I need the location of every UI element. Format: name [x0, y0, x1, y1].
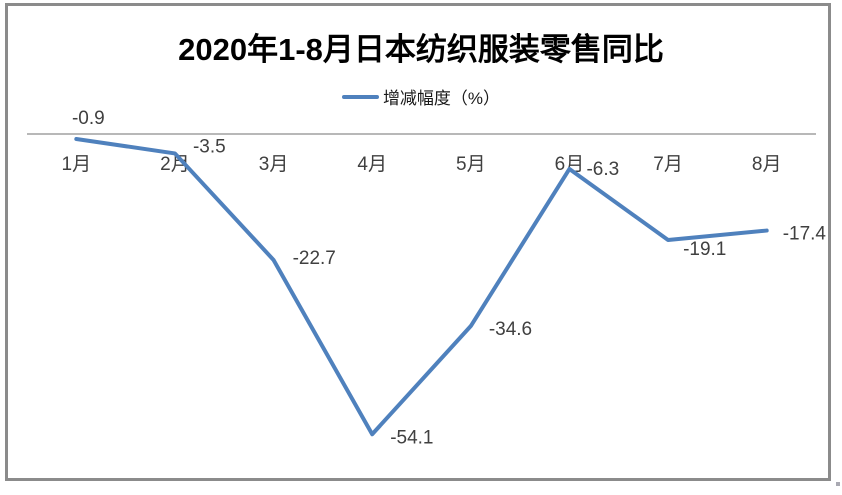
data-label: -34.6 [489, 319, 532, 340]
chart-title: 2020年1-8月日本纺织服装零售同比 [178, 32, 664, 67]
legend-label: 增减幅度（%） [382, 89, 501, 108]
data-label: -17.4 [783, 224, 827, 245]
x-axis-label: 8月 [752, 154, 782, 175]
legend-line-swatch [341, 94, 379, 99]
x-axis-label: 7月 [653, 154, 683, 175]
data-label: -19.1 [683, 239, 726, 260]
x-axis-label: 1月 [62, 154, 92, 175]
resize-handle-dot [836, 482, 840, 486]
data-label: -22.7 [293, 248, 336, 269]
data-label: -3.5 [193, 136, 226, 157]
legend: 增减幅度（%） [0, 84, 842, 109]
data-label: -54.1 [390, 427, 433, 448]
x-axis-label: 4月 [357, 154, 387, 175]
x-axis-label: 6月 [555, 154, 585, 175]
chart-frame [5, 3, 831, 481]
series-line [74, 136, 769, 437]
data-label: -0.9 [72, 108, 105, 129]
x-axis-label: 5月 [456, 154, 486, 175]
x-axis-label: 3月 [259, 154, 289, 175]
data-label: -6.3 [586, 159, 619, 180]
